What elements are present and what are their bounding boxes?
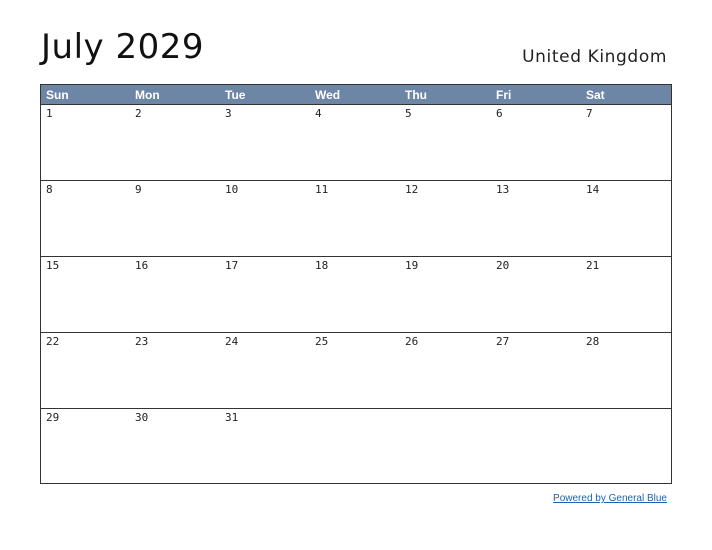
weekday-wed: Wed bbox=[315, 88, 341, 102]
weekday-header-row: Sun Mon Tue Wed Thu Fri Sat bbox=[41, 85, 671, 105]
date-cell: 9 bbox=[135, 183, 142, 196]
date-cell: 21 bbox=[586, 259, 600, 272]
date-cell: 31 bbox=[225, 411, 239, 424]
date-cell: 2 bbox=[135, 107, 142, 120]
date-cell: 13 bbox=[496, 183, 510, 196]
powered-by-link[interactable]: Powered by General Blue bbox=[553, 493, 667, 504]
date-cell: 23 bbox=[135, 335, 149, 348]
date-cell: 12 bbox=[405, 183, 419, 196]
date-cell: 5 bbox=[405, 107, 412, 120]
week-row: 22 23 24 25 26 27 28 bbox=[41, 333, 671, 409]
date-cell: 14 bbox=[586, 183, 600, 196]
date-cell: 1 bbox=[46, 107, 53, 120]
weekday-fri: Fri bbox=[496, 88, 512, 102]
date-cell: 29 bbox=[46, 411, 60, 424]
weekday-thu: Thu bbox=[405, 88, 427, 102]
date-cell: 16 bbox=[135, 259, 149, 272]
date-cell: 19 bbox=[405, 259, 419, 272]
date-cell: 18 bbox=[315, 259, 329, 272]
date-cell: 20 bbox=[496, 259, 510, 272]
weekday-mon: Mon bbox=[135, 88, 160, 102]
date-cell: 11 bbox=[315, 183, 329, 196]
weekday-tue: Tue bbox=[225, 88, 246, 102]
week-row: 1 2 3 4 5 6 7 bbox=[41, 105, 671, 181]
weekday-sat: Sat bbox=[586, 88, 605, 102]
week-row: 29 30 31 bbox=[41, 409, 671, 485]
date-cell: 25 bbox=[315, 335, 329, 348]
week-row: 15 16 17 18 19 20 21 bbox=[41, 257, 671, 333]
date-cell: 6 bbox=[496, 107, 503, 120]
country-label: United Kingdom bbox=[522, 47, 667, 67]
date-cell: 17 bbox=[225, 259, 239, 272]
date-cell: 10 bbox=[225, 183, 239, 196]
date-cell: 26 bbox=[405, 335, 419, 348]
calendar-grid: Sun Mon Tue Wed Thu Fri Sat 1 2 3 4 5 6 … bbox=[40, 84, 672, 484]
date-cell: 24 bbox=[225, 335, 239, 348]
date-cell: 28 bbox=[586, 335, 600, 348]
date-cell: 27 bbox=[496, 335, 510, 348]
date-cell: 3 bbox=[225, 107, 232, 120]
month-title: July 2029 bbox=[41, 27, 204, 67]
date-cell: 15 bbox=[46, 259, 60, 272]
date-cell: 22 bbox=[46, 335, 60, 348]
date-cell: 4 bbox=[315, 107, 322, 120]
date-cell: 7 bbox=[586, 107, 593, 120]
date-cell: 30 bbox=[135, 411, 149, 424]
date-cell: 8 bbox=[46, 183, 53, 196]
week-row: 8 9 10 11 12 13 14 bbox=[41, 181, 671, 257]
weekday-sun: Sun bbox=[46, 88, 69, 102]
